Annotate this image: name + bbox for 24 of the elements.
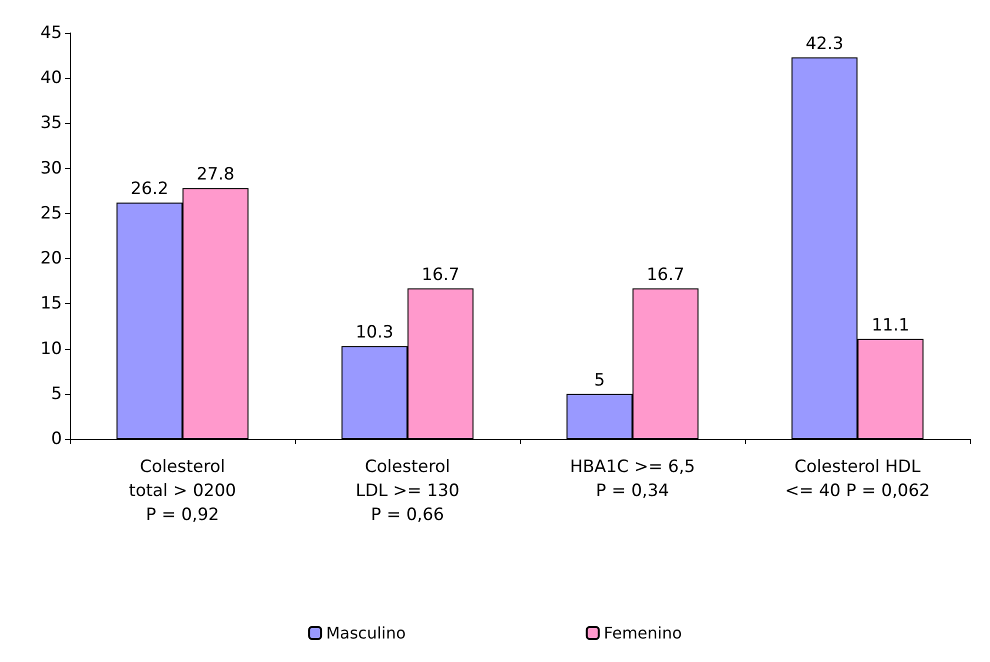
y-tick-label: 25 (40, 203, 62, 224)
y-tick-label: 20 (40, 248, 62, 269)
data-label: 16.7 (646, 264, 684, 285)
x-tick-label: Colesterol LDL >= 130 P = 0,66 (356, 457, 460, 525)
y-tick-label: 45 (40, 23, 62, 43)
y-tick-label: 35 (40, 113, 62, 134)
y-tick-label: 15 (40, 294, 62, 314)
data-label: 16.7 (422, 264, 460, 285)
x-tick-label: HBA1C >= 6,5 P = 0,34 (570, 457, 696, 501)
data-label: 26.2 (130, 179, 168, 200)
data-label: 42.3 (806, 34, 844, 54)
y-tick-label: 40 (40, 68, 62, 88)
data-label: 11.1 (872, 315, 910, 336)
data-label: 10.3 (356, 322, 394, 343)
x-tick-label: Colesterol total > 0200 P = 0,92 (128, 457, 236, 525)
y-tick-label: 0 (51, 429, 62, 449)
data-label: 5 (594, 370, 605, 390)
y-tick-label: 30 (40, 158, 62, 178)
legend-label: Masculino (326, 624, 406, 642)
y-tick-label: 10 (40, 338, 62, 359)
legend-label: Femenino (604, 624, 682, 642)
x-tick-label: Colesterol HDL <= 40 P = 0,062 (785, 457, 930, 501)
data-label: 27.8 (196, 164, 234, 185)
y-tick-label: 5 (51, 384, 62, 404)
